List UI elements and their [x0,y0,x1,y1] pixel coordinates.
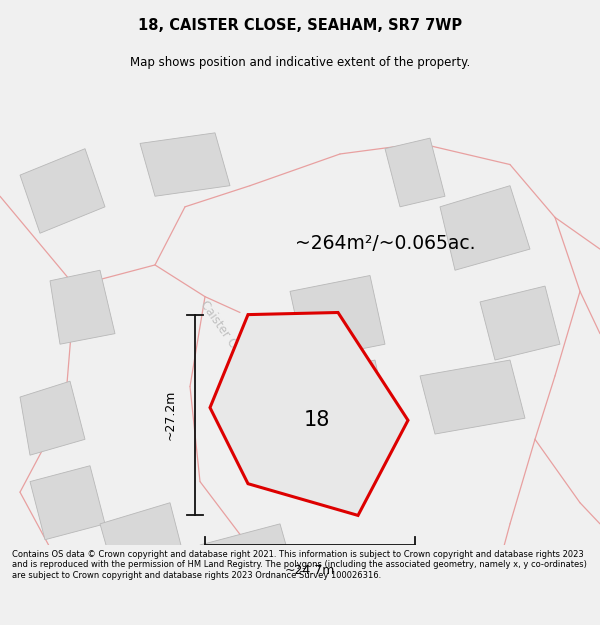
Text: Contains OS data © Crown copyright and database right 2021. This information is : Contains OS data © Crown copyright and d… [12,550,587,580]
Polygon shape [210,312,408,516]
Text: ~27.2m: ~27.2m [164,390,177,440]
Polygon shape [440,186,530,270]
Polygon shape [420,360,525,434]
Polygon shape [30,466,105,540]
Text: 18, CAISTER CLOSE, SEAHAM, SR7 7WP: 18, CAISTER CLOSE, SEAHAM, SR7 7WP [138,18,462,32]
Polygon shape [50,270,115,344]
Polygon shape [20,149,105,233]
Text: ~264m²/~0.065ac.: ~264m²/~0.065ac. [295,234,476,253]
Text: Map shows position and indicative extent of the property.: Map shows position and indicative extent… [130,56,470,69]
Text: Caister Close: Caister Close [197,298,253,369]
Text: ~24.7m: ~24.7m [285,564,335,577]
Polygon shape [200,524,295,592]
Polygon shape [20,381,85,455]
Text: 18: 18 [304,409,330,429]
Polygon shape [385,138,445,207]
Polygon shape [295,360,390,444]
Polygon shape [290,276,385,360]
Polygon shape [140,133,230,196]
Polygon shape [480,286,560,360]
Polygon shape [100,503,185,577]
